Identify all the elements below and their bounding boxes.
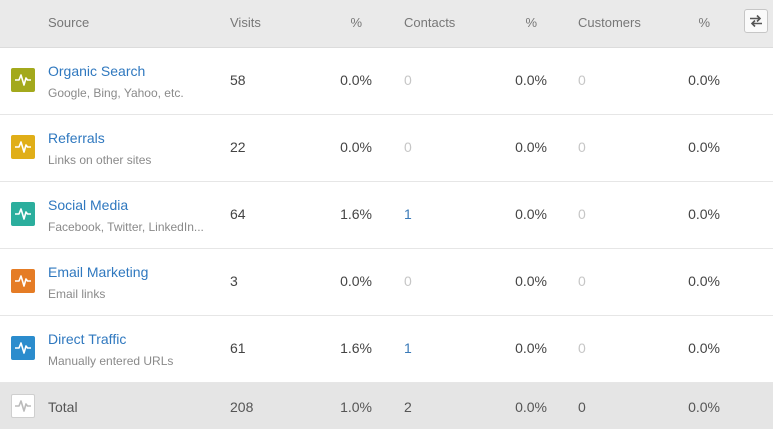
source-title-link[interactable]: Social Media <box>48 197 129 213</box>
source-subtitle: Facebook, Twitter, LinkedIn... <box>48 220 204 234</box>
customers-value: 0 <box>578 340 586 356</box>
pulse-icon <box>11 68 35 92</box>
visits-pct-value: 0.0% <box>340 72 372 88</box>
source-subtitle: Email links <box>48 287 106 301</box>
col-source[interactable]: Source <box>48 15 90 30</box>
contacts-pct-value: 0.0% <box>515 273 547 289</box>
total-row: Total 208 1.0% 2 0.0% 0 0.0% <box>0 383 773 429</box>
total-contacts: 2 <box>404 399 412 415</box>
source-subtitle: Manually entered URLs <box>48 354 174 368</box>
customers-pct-value: 0.0% <box>688 340 720 356</box>
total-visits-pct: 1.0% <box>340 399 372 415</box>
customers-value: 0 <box>578 72 586 88</box>
contacts-value[interactable]: 1 <box>404 206 412 222</box>
table-row: Social Media Facebook, Twitter, LinkedIn.… <box>0 182 773 249</box>
total-label: Total <box>48 399 78 415</box>
source-title-link[interactable]: Direct Traffic <box>48 331 127 347</box>
source-title-link[interactable]: Referrals <box>48 130 105 146</box>
table-row: Direct Traffic Manually entered URLs 61 1.6… <box>0 316 773 383</box>
visits-value: 58 <box>230 72 246 88</box>
source-title-link[interactable]: Organic Search <box>48 63 146 79</box>
table-row: Email Marketing Email links 3 0.0% 0 0.0% 0 0.0… <box>0 249 773 316</box>
customers-value: 0 <box>578 206 586 222</box>
pulse-icon <box>11 135 35 159</box>
pulse-icon <box>11 202 35 226</box>
visits-value: 61 <box>230 340 246 356</box>
col-contacts-pct[interactable]: % <box>525 15 537 30</box>
visits-value: 3 <box>230 273 238 289</box>
contacts-value[interactable]: 1 <box>404 340 412 356</box>
customers-pct-value: 0.0% <box>688 72 720 88</box>
col-visits-pct[interactable]: % <box>350 15 362 30</box>
visits-pct-value: 1.6% <box>340 340 372 356</box>
col-contacts[interactable]: Contacts <box>404 15 456 30</box>
table-row: Organic Search Google, Bing, Yahoo, etc. 5… <box>0 48 773 115</box>
visits-pct-value: 0.0% <box>340 273 372 289</box>
customers-value: 0 <box>578 273 586 289</box>
source-title-link[interactable]: Email Marketing <box>48 264 149 280</box>
total-contacts-pct: 0.0% <box>515 399 547 415</box>
pulse-icon <box>11 336 35 360</box>
contacts-value: 0 <box>404 139 412 155</box>
visits-value: 64 <box>230 206 246 222</box>
contacts-value: 0 <box>404 273 412 289</box>
swap-columns-button[interactable] <box>744 9 768 33</box>
contacts-pct-value: 0.0% <box>515 139 547 155</box>
pulse-icon <box>11 269 35 293</box>
contacts-pct-value: 0.0% <box>515 206 547 222</box>
contacts-pct-value: 0.0% <box>515 340 547 356</box>
table-header: Source Visits % Contacts % Customers % <box>0 0 773 48</box>
total-visits: 208 <box>230 399 254 415</box>
contacts-value: 0 <box>404 72 412 88</box>
visits-value: 22 <box>230 139 246 155</box>
visits-pct-value: 0.0% <box>340 139 372 155</box>
col-customers-pct[interactable]: % <box>698 15 710 30</box>
source-subtitle: Links on other sites <box>48 153 152 167</box>
col-customers[interactable]: Customers <box>578 15 641 30</box>
visits-pct-value: 1.6% <box>340 206 372 222</box>
customers-value: 0 <box>578 139 586 155</box>
customers-pct-value: 0.0% <box>688 273 720 289</box>
swap-arrows-icon <box>750 14 762 28</box>
contacts-pct-value: 0.0% <box>515 72 547 88</box>
pulse-icon <box>11 394 35 418</box>
customers-pct-value: 0.0% <box>688 139 720 155</box>
total-customers-pct: 0.0% <box>688 399 720 415</box>
customers-pct-value: 0.0% <box>688 206 720 222</box>
col-visits[interactable]: Visits <box>230 15 261 30</box>
table-row: Referrals Links on other sites 22 0.0% 0 0.0%… <box>0 115 773 182</box>
source-subtitle: Google, Bing, Yahoo, etc. <box>48 86 184 100</box>
total-customers: 0 <box>578 399 586 415</box>
